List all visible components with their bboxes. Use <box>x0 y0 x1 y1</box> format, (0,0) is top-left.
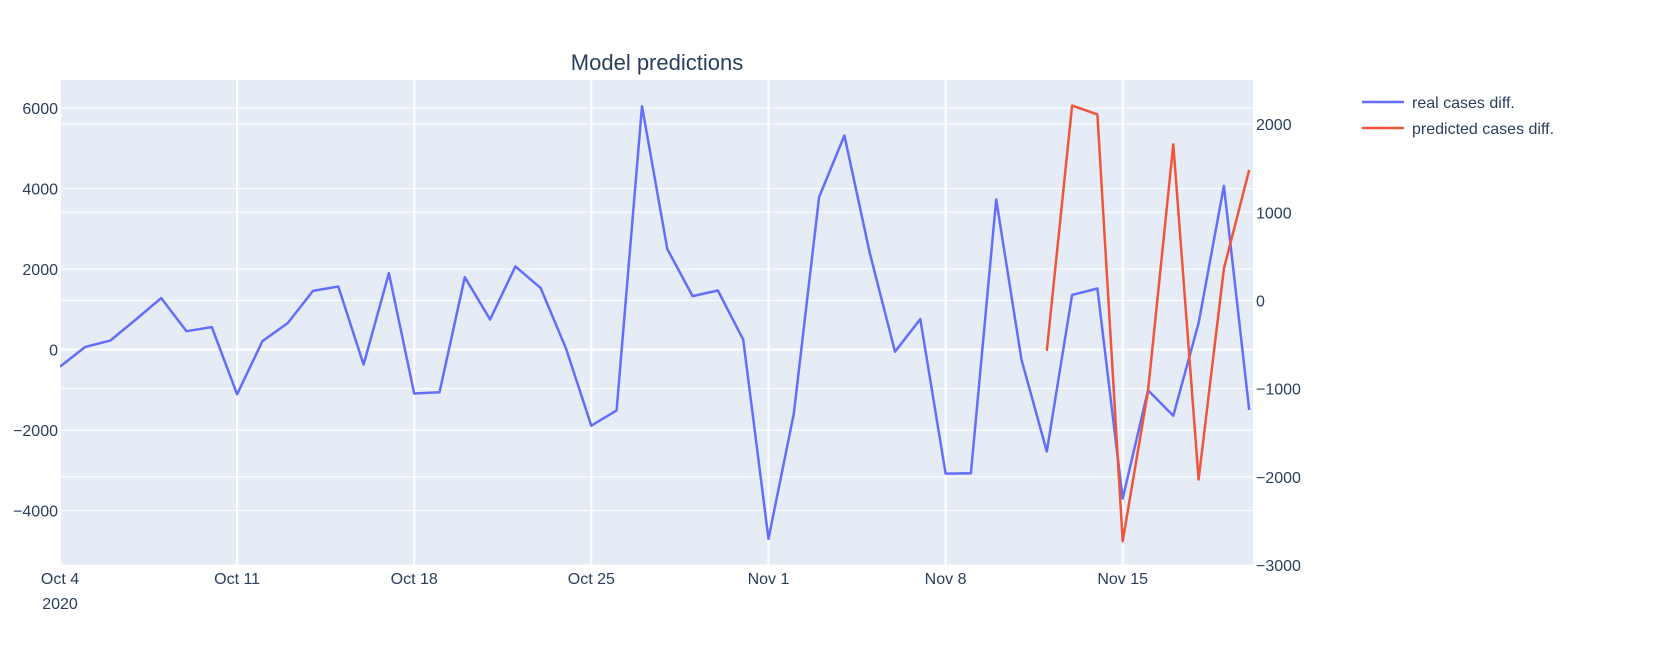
legend-item[interactable]: real cases diff. <box>1362 95 1515 112</box>
y-right-tick-label: 2000 <box>1256 117 1292 134</box>
y-left-tick-label: 4000 <box>22 182 58 199</box>
legend-label: real cases diff. <box>1412 95 1515 112</box>
y-left-tick-label: −2000 <box>13 423 58 440</box>
series-layer <box>60 104 1251 543</box>
y-right-tick-label: 0 <box>1256 293 1265 310</box>
y-right-tick-label: −1000 <box>1256 382 1301 399</box>
axis-layer: 6000 4000 2000 0 −2000 −4000 2000 1000 0 −1000 −20… <box>13 101 1301 613</box>
x-tick-label: Oct 11 <box>214 571 260 588</box>
y-right-tick-label: −3000 <box>1256 558 1301 575</box>
y-right-tick-label: −2000 <box>1256 470 1301 487</box>
series-line-real-cases-diff <box>60 104 1251 541</box>
y-left-tick-label: 0 <box>49 343 58 360</box>
x-tick-label: Nov 1 <box>748 571 790 588</box>
series-line-predicted-cases-diff <box>1045 104 1251 543</box>
legend[interactable]: real cases diff. predicted cases diff. <box>1362 95 1554 138</box>
x-tick-label: Nov 8 <box>925 571 967 588</box>
chart-title: Model predictions <box>571 50 743 75</box>
x-tick-label: Oct 25 <box>568 571 615 588</box>
x-tick-label: Nov 15 <box>1097 571 1148 588</box>
x-tick-label: Oct 4 <box>41 571 79 588</box>
legend-label: predicted cases diff. <box>1412 121 1554 138</box>
legend-item[interactable]: predicted cases diff. <box>1362 121 1554 138</box>
y-left-tick-label: 2000 <box>22 262 58 279</box>
y-right-tick-label: 1000 <box>1256 205 1292 222</box>
y-left-tick-label: 6000 <box>22 101 58 118</box>
grid-layer <box>59 80 1253 566</box>
plot-background <box>60 80 1253 565</box>
y-left-tick-label: −4000 <box>13 504 58 521</box>
x-tick-label: Oct 18 <box>391 571 438 588</box>
x-year-label: 2020 <box>42 596 78 613</box>
